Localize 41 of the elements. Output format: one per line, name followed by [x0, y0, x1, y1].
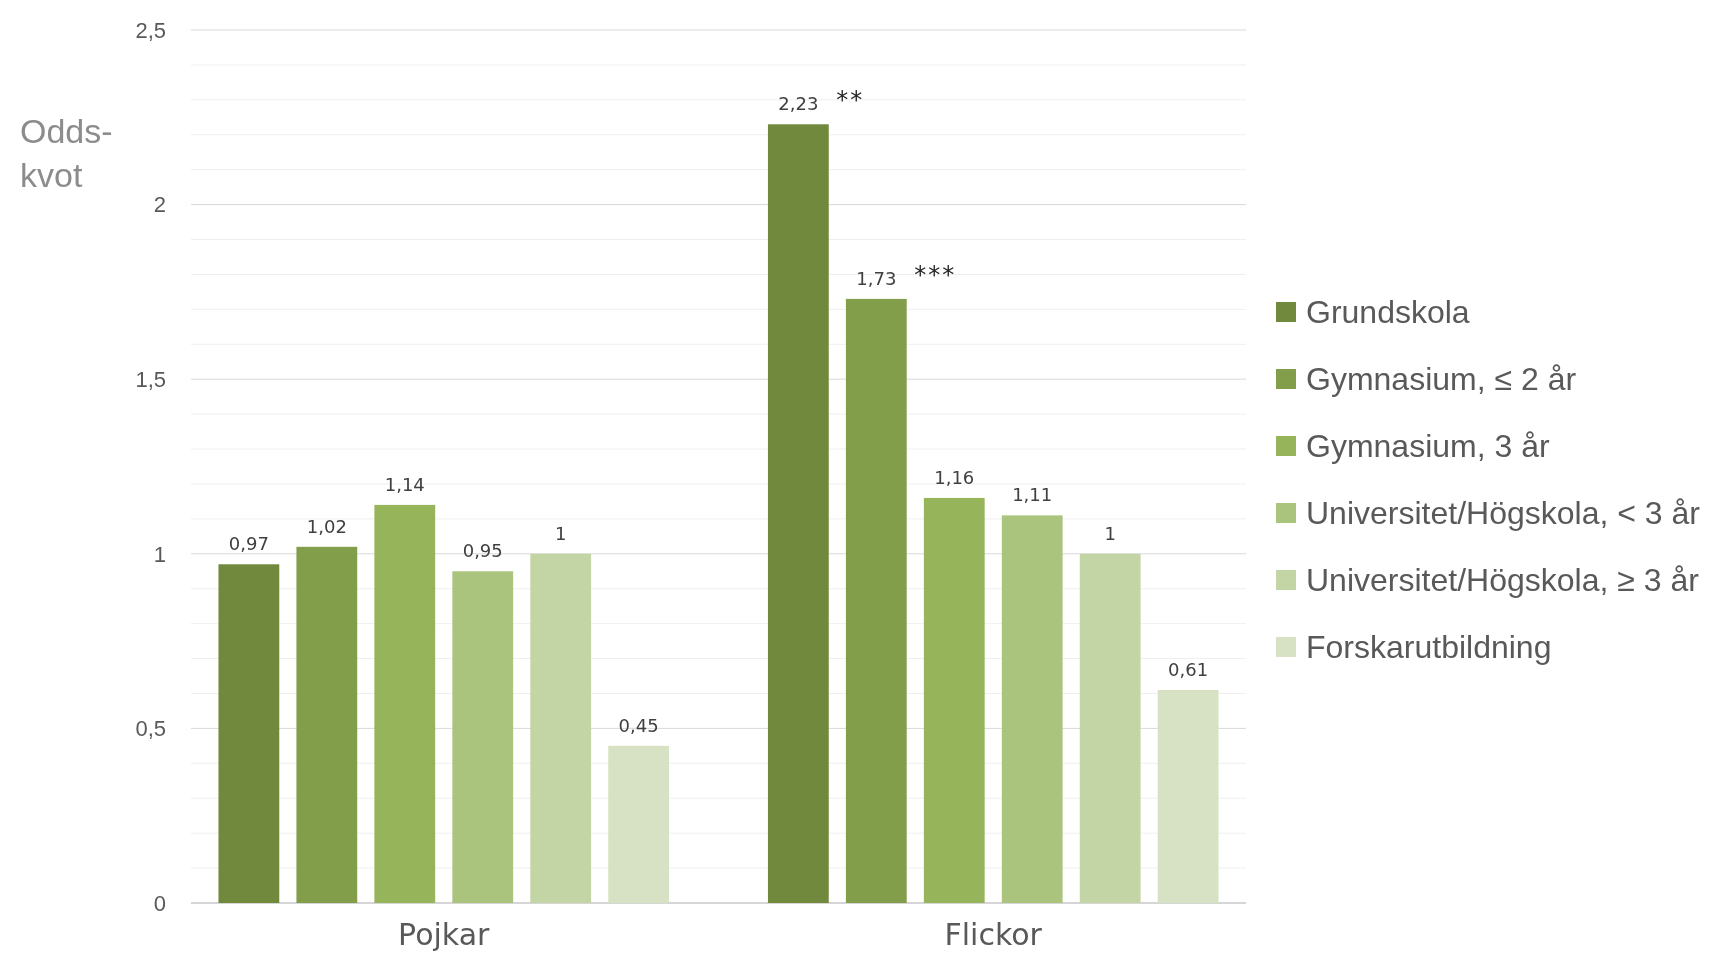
y-tick-label: 0,5 [135, 716, 166, 742]
data-label: 1,02 [306, 515, 347, 537]
y-tick-label: 1,5 [135, 366, 166, 392]
x-tick-label: Pojkar [398, 917, 491, 952]
data-label: 0,45 [618, 714, 659, 736]
y-axis-title: Odds-kvot [20, 112, 113, 194]
legend-label: Grundskola [1306, 294, 1470, 331]
bar [218, 564, 280, 903]
bar [767, 124, 829, 903]
data-label: 1,11 [1012, 484, 1053, 506]
y-tick-label: 0 [153, 890, 166, 916]
bar [845, 298, 907, 903]
data-label: 0,97 [228, 533, 269, 555]
y-tick-label: 2 [153, 192, 166, 218]
bar [1157, 689, 1219, 903]
bar [608, 745, 670, 903]
x-tick-label: Flickor [944, 917, 1043, 952]
legend-label: Gymnasium, ≤ 2 år [1306, 361, 1577, 398]
y-tick-label: 2,5 [135, 17, 166, 43]
bar [530, 553, 592, 903]
y-tick-label: 1 [153, 541, 166, 567]
data-label: 1,16 [934, 466, 975, 488]
data-label: 1 [554, 522, 567, 544]
annotation: *** [914, 260, 957, 289]
bar [296, 546, 358, 903]
data-label: 1,14 [384, 473, 425, 495]
data-label: 0,95 [462, 540, 503, 562]
legend-label: Gymnasium, 3 år [1306, 428, 1550, 465]
bar [374, 504, 436, 903]
annotation: ** [836, 86, 865, 115]
legend-label: Forskarutbildning [1306, 629, 1552, 666]
bar [923, 497, 985, 903]
data-label: 2,23 [778, 93, 819, 115]
legend-label: Universitet/Högskola, < 3 år [1306, 495, 1701, 532]
data-label: 1,73 [856, 267, 897, 289]
data-label: 1 [1104, 522, 1116, 544]
bar [452, 571, 514, 903]
bar [1001, 515, 1063, 903]
legend-label: Universitet/Högskola, ≥ 3 år [1306, 562, 1700, 599]
bar [1079, 553, 1141, 903]
data-label: 0,61 [1168, 658, 1209, 680]
